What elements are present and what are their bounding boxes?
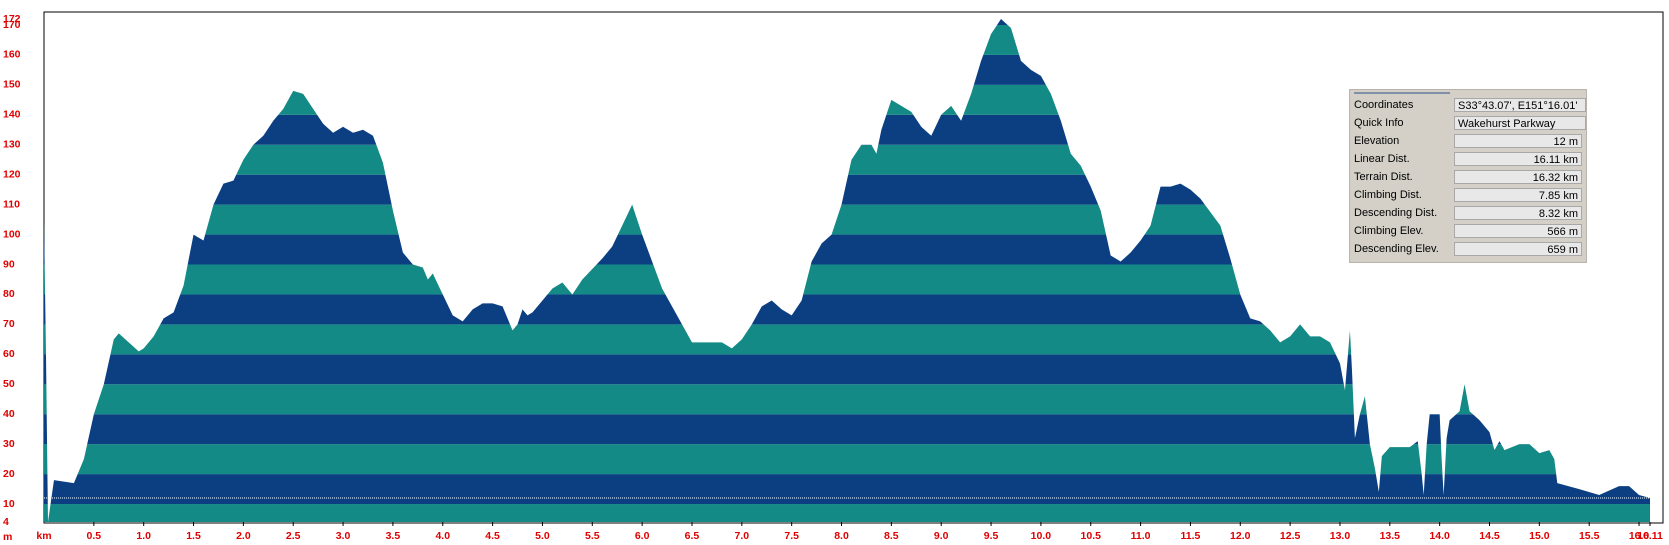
info-row: Linear Dist. 16.11 km: [1350, 150, 1586, 168]
info-row: Terrain Dist. 16.32 km: [1350, 168, 1586, 186]
x-tick-label: 14.5: [1479, 530, 1500, 542]
x-tick-label: 13.5: [1380, 530, 1401, 542]
info-row: Elevation 12 m: [1350, 132, 1586, 150]
y-tick-label: 172: [3, 13, 21, 25]
y-tick-label: 40: [3, 408, 15, 420]
x-tick-label: 11.0: [1131, 530, 1151, 542]
info-label: Terrain Dist.: [1354, 171, 1413, 183]
x-tick-label: 7.5: [784, 530, 799, 542]
x-tick-label: 10.0: [1031, 530, 1052, 542]
y-tick-label: 4: [3, 516, 9, 528]
info-label: Climbing Elev.: [1354, 225, 1424, 237]
info-value: 659 m: [1454, 242, 1582, 256]
x-tick-label: 9.0: [934, 530, 949, 542]
info-label: Descending Elev.: [1354, 243, 1439, 255]
info-value: Wakehurst Parkway: [1454, 116, 1586, 130]
x-tick-label: 16.11: [1637, 530, 1663, 542]
x-tick-label: 2.0: [236, 530, 251, 542]
info-label: Climbing Dist.: [1354, 189, 1422, 201]
x-tick-label: 8.0: [834, 530, 849, 542]
x-tick-label: 3.5: [386, 530, 401, 542]
x-tick-label: 12.0: [1230, 530, 1251, 542]
y-tick-label: 70: [3, 318, 15, 330]
info-value: 12 m: [1454, 134, 1582, 148]
info-row: Quick Info Wakehurst Parkway: [1350, 114, 1586, 132]
x-tick-label: 15.5: [1579, 530, 1600, 542]
y-tick-label: 150: [3, 79, 21, 91]
info-row: Climbing Dist. 7.85 km: [1350, 186, 1586, 204]
info-row: Climbing Elev. 566 m: [1350, 222, 1586, 240]
x-tick-label: 1.0: [136, 530, 151, 542]
y-tick-label: 160: [3, 49, 21, 61]
x-tick-label: 4.5: [485, 530, 500, 542]
info-row: Descending Elev. 659 m: [1350, 240, 1586, 258]
x-tick-label: 13.0: [1330, 530, 1351, 542]
y-tick-label: 30: [3, 438, 15, 450]
y-tick-label: 60: [3, 348, 15, 360]
y-tick-label: 120: [3, 168, 21, 180]
info-label: Descending Dist.: [1354, 207, 1438, 219]
x-tick-label: 6.5: [685, 530, 700, 542]
info-panel: Coordinates S33°43.07', E151°16.01' Quick …: [1349, 89, 1587, 263]
info-value: 16.32 km: [1454, 170, 1582, 184]
x-axis-label: km: [36, 530, 51, 542]
y-tick-label: 130: [3, 139, 21, 151]
x-tick-label: 10.5: [1081, 530, 1102, 542]
panel-header-bar: [1354, 92, 1450, 94]
x-tick-label: 12.5: [1280, 530, 1301, 542]
info-row: Descending Dist. 8.32 km: [1350, 204, 1586, 222]
x-tick-label: 3.0: [336, 530, 351, 542]
info-value: S33°43.07', E151°16.01': [1454, 98, 1586, 112]
y-axis-label: m: [3, 531, 12, 543]
y-tick-label: 90: [3, 258, 15, 270]
x-tick-label: 16.0: [1629, 530, 1650, 542]
info-value: 16.11 km: [1454, 152, 1582, 166]
info-row: Coordinates S33°43.07', E151°16.01': [1350, 96, 1586, 114]
y-tick-label: 80: [3, 288, 15, 300]
y-tick-label: 110: [3, 198, 20, 210]
info-value: 8.32 km: [1454, 206, 1582, 220]
elevation-band: [44, 504, 1650, 522]
x-tick-label: 5.0: [535, 530, 550, 542]
x-tick-label: 2.5: [286, 530, 301, 542]
y-tick-label: 50: [3, 378, 15, 390]
info-value: 7.85 km: [1454, 188, 1582, 202]
info-label: Elevation: [1354, 135, 1400, 147]
y-tick-label: 170: [3, 19, 21, 31]
y-tick-label: 20: [3, 468, 15, 480]
info-label: Quick Info: [1354, 117, 1404, 129]
elevation-band: [44, 474, 1650, 505]
y-tick-label: 100: [3, 228, 21, 240]
x-tick-label: 5.5: [585, 530, 600, 542]
x-tick-label: 7.0: [735, 530, 750, 542]
y-tick-label: 140: [3, 109, 21, 121]
info-label: Coordinates: [1354, 99, 1414, 111]
x-tick-label: 14.0: [1429, 530, 1450, 542]
x-tick-label: 15.0: [1529, 530, 1550, 542]
info-label: Linear Dist.: [1354, 153, 1410, 165]
x-tick-label: 9.5: [984, 530, 999, 542]
x-tick-label: 11.5: [1181, 530, 1201, 542]
elevation-band: [44, 444, 1650, 475]
x-tick-label: 6.0: [635, 530, 650, 542]
x-tick-label: 4.0: [435, 530, 450, 542]
x-tick-label: 1.5: [186, 530, 201, 542]
y-tick-label: 10: [3, 498, 15, 510]
x-tick-label: 0.5: [87, 530, 102, 542]
info-value: 566 m: [1454, 224, 1582, 238]
x-tick-label: 8.5: [884, 530, 899, 542]
